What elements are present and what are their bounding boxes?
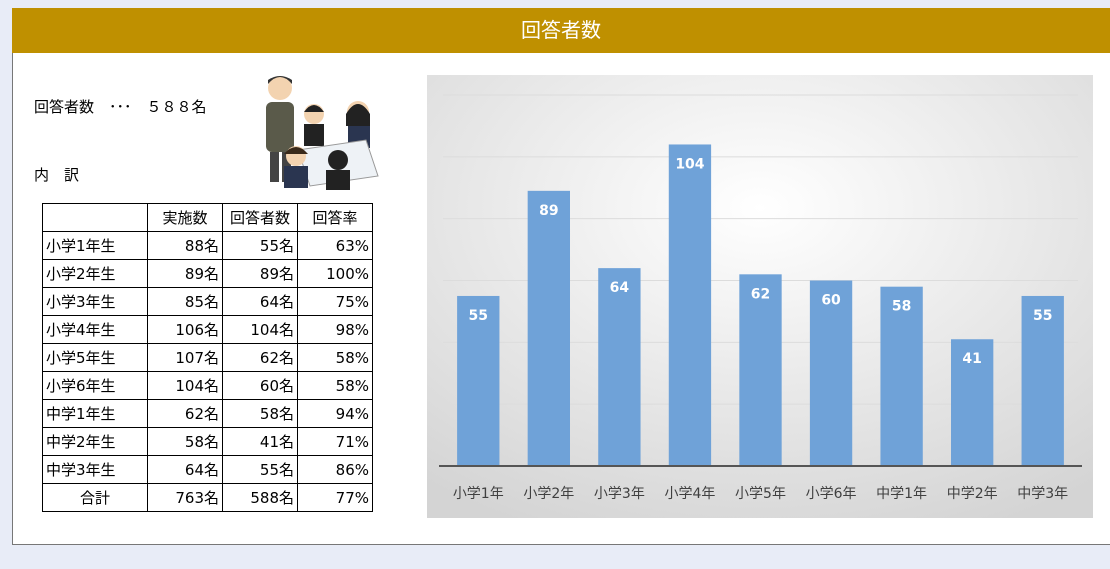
table-cell: 実施数 xyxy=(148,204,223,232)
data-label: 64 xyxy=(610,280,630,296)
table-cell: 58% xyxy=(298,344,373,372)
table-cell: 小学3年生 xyxy=(43,288,148,316)
data-label: 62 xyxy=(751,286,770,302)
table-cell: 55名 xyxy=(223,456,298,484)
table-row: 実施数回答者数回答率 xyxy=(43,204,373,232)
data-label: 55 xyxy=(469,308,488,324)
x-tick-label: 小学4年 xyxy=(664,486,715,502)
table-cell: 62名 xyxy=(223,344,298,372)
data-label: 58 xyxy=(892,299,911,315)
table-cell: 回答者数 xyxy=(223,204,298,232)
table-cell: 58% xyxy=(298,372,373,400)
bar xyxy=(669,144,711,466)
table-cell: 小学6年生 xyxy=(43,372,148,400)
table-cell: 85名 xyxy=(148,288,223,316)
table-cell: 60名 xyxy=(223,372,298,400)
total-respondents: 回答者数 ･･･ ５８８名 xyxy=(34,96,207,117)
bar xyxy=(598,268,640,466)
x-tick-label: 小学3年 xyxy=(594,486,645,502)
table-cell: 58名 xyxy=(223,400,298,428)
table-cell: 86% xyxy=(298,456,373,484)
table-cell: 106名 xyxy=(148,316,223,344)
table-cell: 中学1年生 xyxy=(43,400,148,428)
table-cell: 89名 xyxy=(223,260,298,288)
table-cell: 小学1年生 xyxy=(43,232,148,260)
bar xyxy=(739,274,781,466)
table-cell: 100% xyxy=(298,260,373,288)
table-cell: 中学2年生 xyxy=(43,428,148,456)
x-tick-label: 小学5年 xyxy=(735,486,786,502)
illustration xyxy=(258,72,380,192)
table-cell: 75% xyxy=(298,288,373,316)
table-cell: 合計 xyxy=(43,484,148,512)
table-cell: 64名 xyxy=(223,288,298,316)
table-cell: 107名 xyxy=(148,344,223,372)
page: 回答者数 回答者数 ･･･ ５８８名 内 訳 実施数回答者数回答率小学1年生88… xyxy=(0,0,1110,569)
x-tick-label: 小学6年 xyxy=(806,486,857,502)
table-cell: 77% xyxy=(298,484,373,512)
data-label: 55 xyxy=(1033,308,1052,324)
data-label: 60 xyxy=(821,293,841,309)
table-cell: 89名 xyxy=(148,260,223,288)
table-cell: 62名 xyxy=(148,400,223,428)
table-cell: 回答率 xyxy=(298,204,373,232)
table-cell: 小学4年生 xyxy=(43,316,148,344)
table-cell: 94% xyxy=(298,400,373,428)
table-cell: 64名 xyxy=(148,456,223,484)
x-tick-label: 小学1年 xyxy=(453,486,504,502)
table-cell: 41名 xyxy=(223,428,298,456)
chart: 小学1年 55 小学2年 89 小学3年 64 小学4年 104 小学5年 62 小学6年 60 中学1… xyxy=(427,75,1093,518)
table-cell: 763名 xyxy=(148,484,223,512)
table-cell: 63% xyxy=(298,232,373,260)
table-cell: 小学2年生 xyxy=(43,260,148,288)
x-tick-label: 中学1年 xyxy=(876,486,927,502)
x-tick-label: 小学2年 xyxy=(523,486,574,502)
breakdown-label: 内 訳 xyxy=(34,164,79,185)
bar xyxy=(528,191,570,466)
x-tick-label: 中学3年 xyxy=(1017,486,1068,502)
table-cell: 55名 xyxy=(223,232,298,260)
table-cell: 71% xyxy=(298,428,373,456)
table-cell xyxy=(43,204,148,232)
data-label: 89 xyxy=(539,203,558,219)
table-cell: 中学3年生 xyxy=(43,456,148,484)
table-cell: 88名 xyxy=(148,232,223,260)
data-label: 41 xyxy=(962,351,981,367)
table-cell: 58名 xyxy=(148,428,223,456)
data-label: 104 xyxy=(675,156,704,172)
table-cell: 98% xyxy=(298,316,373,344)
table-cell: 104名 xyxy=(148,372,223,400)
header-title: 回答者数 xyxy=(12,8,1110,53)
table-cell: 小学5年生 xyxy=(43,344,148,372)
x-tick-label: 中学2年 xyxy=(947,486,998,502)
table-cell: 588名 xyxy=(223,484,298,512)
table-cell: 104名 xyxy=(223,316,298,344)
